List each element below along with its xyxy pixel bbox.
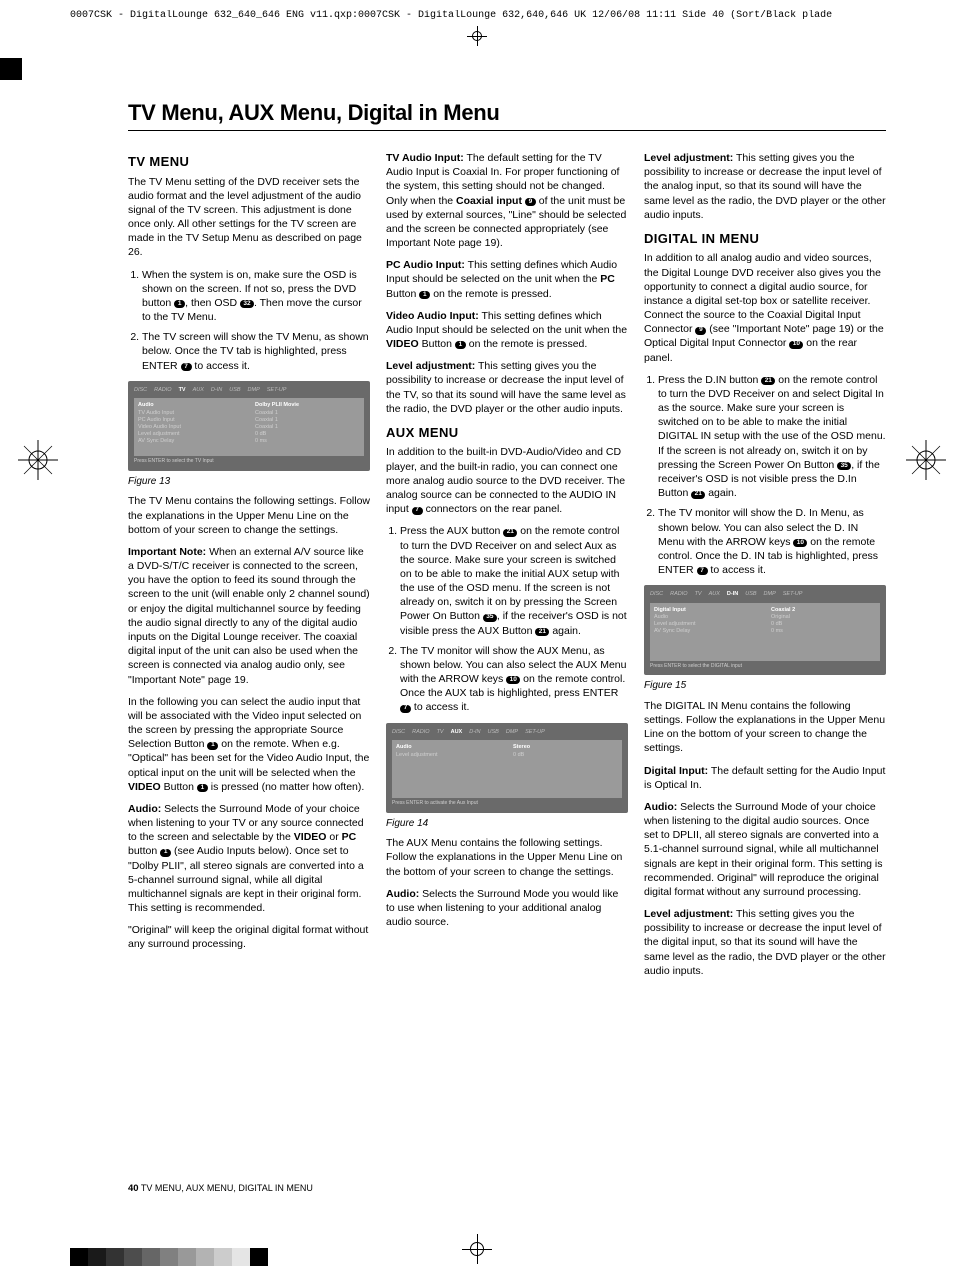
tv-step-1: When the system is on, make sure the OSD… <box>142 268 370 325</box>
din-after: The DIGITAL IN Menu contains the followi… <box>644 699 886 756</box>
icon-num-35: 35 <box>837 462 851 470</box>
page-title: TV Menu, AUX Menu, Digital in Menu <box>128 100 886 131</box>
icon-num-7: 7 <box>181 363 192 371</box>
din-heading: DIGITAL IN MENU <box>644 230 886 248</box>
aux-step-2: The TV monitor will show the AUX Menu, a… <box>400 644 628 715</box>
pc-audio-input: PC Audio Input: This setting defines whi… <box>386 258 628 301</box>
tv-original: "Original" will keep the original digita… <box>128 923 370 951</box>
registration-mark-left <box>18 440 58 480</box>
din-input: Digital Input: The default setting for t… <box>644 764 886 792</box>
icon-num-21: 21 <box>535 628 549 636</box>
osd-figure-15: DISCRADIOTVAUXD-INUSBDMPSET-UP Digital I… <box>644 585 886 675</box>
tv-audio: Audio: Selects the Surround Mode of your… <box>128 802 370 915</box>
figure-14-caption: Figure 14 <box>386 817 628 831</box>
tv-audio-input: TV Audio Input: The default setting for … <box>386 151 628 250</box>
tv-following: In the following you can select the audi… <box>128 695 370 794</box>
aux-level-adj: Level adjustment: This setting gives you… <box>644 151 886 222</box>
icon-num-10: 10 <box>789 341 803 349</box>
icon-num-1: 1 <box>419 291 430 299</box>
icon-num-1: 1 <box>207 742 218 750</box>
tv-step-2: The TV screen will show the TV Menu, as … <box>142 330 370 373</box>
color-bar <box>70 1248 268 1266</box>
icon-num-21: 21 <box>691 491 705 499</box>
icon-num-10: 10 <box>793 539 807 547</box>
aux-heading: AUX MENU <box>386 424 628 442</box>
icon-num-1: 1 <box>160 849 171 857</box>
din-step-2: The TV monitor will show the D. In Menu,… <box>658 506 886 577</box>
icon-num-1: 1 <box>455 341 466 349</box>
tv-intro: The TV Menu setting of the DVD receiver … <box>128 175 370 260</box>
video-audio-input: Video Audio Input: This setting defines … <box>386 309 628 352</box>
body-columns: TV MENU The TV Menu setting of the DVD r… <box>128 151 886 978</box>
icon-num-1: 1 <box>174 300 185 308</box>
icon-num-7: 7 <box>697 567 708 575</box>
icon-num-21: 21 <box>503 529 517 537</box>
crop-mark-bottom <box>462 1234 492 1264</box>
tv-heading: TV MENU <box>128 153 370 171</box>
tv-level-adj: Level adjustment: This setting gives you… <box>386 359 628 416</box>
osd-figure-14: DISCRADIOTVAUXD-INUSBDMPSET-UP AudioLeve… <box>386 723 628 813</box>
icon-num-35: 35 <box>483 614 497 622</box>
figure-15-caption: Figure 15 <box>644 679 886 693</box>
din-audio: Audio: Selects the Surround Mode of your… <box>644 800 886 899</box>
figure-13-caption: Figure 13 <box>128 475 370 489</box>
din-step-1: Press the D.IN button 21 on the remote c… <box>658 373 886 501</box>
aux-after: The AUX Menu contains the following sett… <box>386 836 628 879</box>
din-intro: In addition to all analog audio and vide… <box>644 251 886 364</box>
icon-num-9: 9 <box>695 327 706 335</box>
osd-figure-13: DISCRADIOTVAUXD-INUSBDMPSET-UP AudioTV A… <box>128 381 370 471</box>
aux-intro: In addition to the built-in DVD-Audio/Vi… <box>386 445 628 516</box>
crop-mark-top <box>467 26 487 46</box>
tv-important-note: Important Note: When an external A/V sou… <box>128 545 370 687</box>
icon-num-1: 1 <box>197 784 208 792</box>
icon-num-10: 10 <box>506 676 520 684</box>
black-square <box>0 58 22 80</box>
icon-num-7: 7 <box>400 705 411 713</box>
icon-num-21: 21 <box>761 377 775 385</box>
registration-mark-right <box>906 440 946 480</box>
page-footer: 40 TV MENU, AUX MENU, DIGITAL IN MENU <box>128 1183 313 1194</box>
aux-audio: Audio: Selects the Surround Mode you wou… <box>386 887 628 930</box>
tv-after-fig: The TV Menu contains the following setti… <box>128 494 370 537</box>
icon-num-32: 32 <box>240 300 254 308</box>
icon-num-9: 9 <box>525 198 536 206</box>
page-content: TV Menu, AUX Menu, Digital in Menu TV ME… <box>128 100 886 1194</box>
print-header: 0007CSK - DigitalLounge 632_640_646 ENG … <box>70 10 946 21</box>
din-level-adj: Level adjustment: This setting gives you… <box>644 907 886 978</box>
aux-step-1: Press the AUX button 21 on the remote co… <box>400 524 628 637</box>
icon-num-7: 7 <box>412 507 423 515</box>
